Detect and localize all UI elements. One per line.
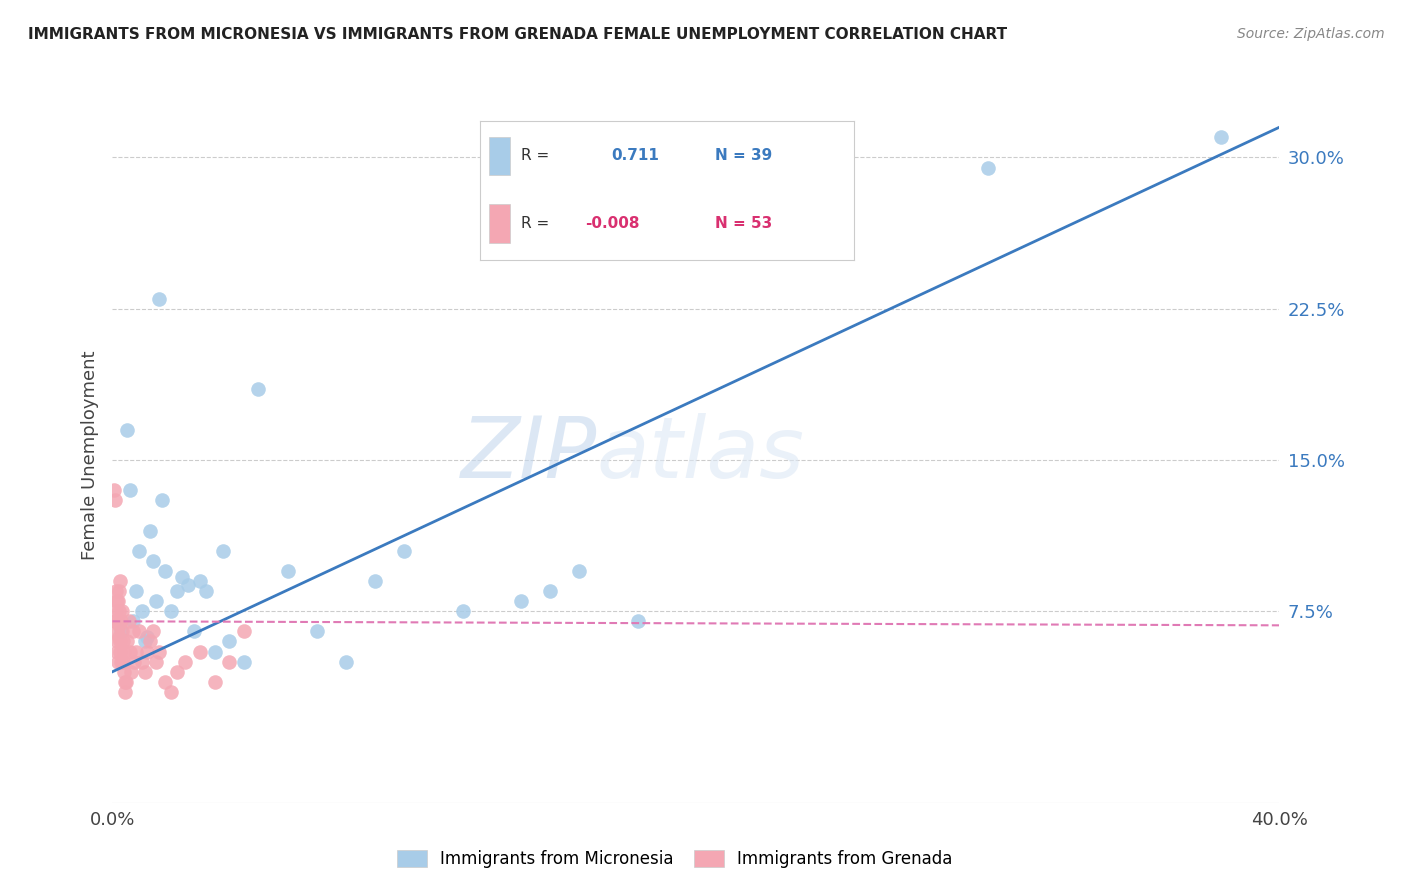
Point [160,685,183,699]
Point [112,644,135,658]
Point [118,483,141,498]
Point [105,624,128,639]
Point [136,644,159,658]
Point [108,618,131,632]
Point [115,634,138,648]
Point [108,634,131,648]
Point [110,644,132,658]
Point [183,624,205,639]
Point [122,624,145,639]
Point [204,644,226,658]
Point [976,161,998,175]
Point [118,644,141,658]
Point [139,634,162,648]
Point [148,292,170,306]
Point [105,604,128,618]
Point [108,631,131,645]
Point [134,634,156,648]
Point [131,655,153,669]
Point [568,564,591,578]
Point [104,584,127,599]
Point [117,615,139,629]
Point [232,655,254,669]
Point [177,578,200,592]
Point [107,594,129,608]
Point [160,604,183,618]
Legend: Immigrants from Micronesia, Immigrants from Grenada: Immigrants from Micronesia, Immigrants f… [391,843,959,875]
Point [626,615,648,629]
Point [153,674,176,689]
Point [110,655,132,669]
Point [364,574,387,588]
Point [122,615,145,629]
Point [107,615,129,629]
Point [131,604,153,618]
Point [125,584,148,599]
Point [145,655,167,669]
Text: IMMIGRANTS FROM MICRONESIA VS IMMIGRANTS FROM GRENADA FEMALE UNEMPLOYMENT CORREL: IMMIGRANTS FROM MICRONESIA VS IMMIGRANTS… [28,27,1007,42]
Point [218,634,240,648]
Point [111,655,134,669]
Point [1209,130,1232,145]
Point [111,634,134,648]
Point [110,615,132,629]
Text: atlas: atlas [596,413,804,497]
Point [110,624,132,639]
Point [107,655,129,669]
Point [139,524,162,538]
Point [172,570,194,584]
Point [392,543,416,558]
Point [114,685,136,699]
Y-axis label: Female Unemployment: Female Unemployment [80,351,98,559]
Point [108,574,131,588]
Point [108,584,131,599]
Point [194,584,217,599]
Point [153,564,176,578]
Point [509,594,531,608]
Point [111,624,134,639]
Point [148,644,170,658]
Point [128,543,150,558]
Point [115,674,138,689]
Point [107,644,129,658]
Point [166,665,188,679]
Point [305,624,328,639]
Point [142,624,165,639]
Point [124,655,146,669]
Point [136,631,159,645]
Point [107,604,129,618]
Point [114,674,136,689]
Point [335,655,357,669]
Point [103,483,125,498]
Text: Source: ZipAtlas.com: Source: ZipAtlas.com [1237,27,1385,41]
Point [134,665,156,679]
Point [166,584,188,599]
Point [115,423,138,437]
Point [150,493,173,508]
Point [104,493,127,508]
Point [128,624,150,639]
Point [125,644,148,658]
Text: ZIP: ZIP [461,413,596,497]
Point [105,634,128,648]
Point [204,674,226,689]
Point [145,594,167,608]
Point [188,574,211,588]
Point [276,564,298,578]
Point [538,584,561,599]
Point [232,624,254,639]
Point [247,383,270,397]
Point [105,594,128,608]
Point [188,644,211,658]
Point [212,543,235,558]
Point [451,604,474,618]
Point [111,604,134,618]
Point [104,615,127,629]
Point [142,554,165,568]
Point [112,665,135,679]
Point [120,665,142,679]
Point [218,655,240,669]
Point [174,655,197,669]
